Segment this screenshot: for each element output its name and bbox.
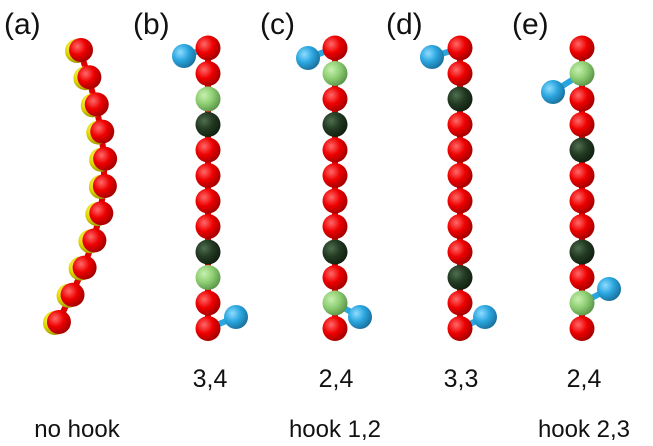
bead <box>47 310 71 334</box>
caption: hook 1,2 <box>289 416 381 443</box>
bead <box>90 120 114 144</box>
hook-bead <box>541 80 565 104</box>
bead <box>85 92 109 116</box>
hook-bead <box>348 305 372 329</box>
bead <box>323 214 348 239</box>
bead <box>448 214 473 239</box>
bead <box>570 163 595 188</box>
bead <box>570 61 595 86</box>
bead <box>448 61 473 86</box>
bead <box>73 256 97 280</box>
bead <box>448 36 473 61</box>
bead <box>448 265 473 290</box>
bead <box>196 316 221 341</box>
panel-number: 3,4 <box>193 365 228 393</box>
bead <box>323 87 348 112</box>
bead <box>570 189 595 214</box>
bead <box>196 214 221 239</box>
bead <box>69 38 93 62</box>
bead <box>448 240 473 265</box>
panel-label: (e) <box>512 8 549 41</box>
hook-bead <box>296 46 320 70</box>
caption: no hook <box>34 416 120 443</box>
bead <box>448 316 473 341</box>
bead <box>93 147 117 171</box>
bead <box>323 189 348 214</box>
bead <box>93 174 117 198</box>
panel-number: 2,4 <box>319 365 354 393</box>
bead <box>570 36 595 61</box>
bead <box>82 228 106 252</box>
bead <box>570 138 595 163</box>
bead <box>323 316 348 341</box>
bead <box>196 189 221 214</box>
hook-bead <box>172 44 196 68</box>
bead <box>570 291 595 316</box>
panel-label: (b) <box>133 8 170 41</box>
panel-label: (a) <box>4 8 41 41</box>
bead <box>448 291 473 316</box>
bead <box>323 36 348 61</box>
bead <box>196 265 221 290</box>
bead <box>448 138 473 163</box>
bead <box>448 112 473 137</box>
bead <box>323 138 348 163</box>
caption: hook 2,3 <box>538 416 630 443</box>
bead <box>196 87 221 112</box>
bead <box>448 87 473 112</box>
bead <box>570 316 595 341</box>
bead <box>570 265 595 290</box>
panel-label: (c) <box>260 8 295 41</box>
bead <box>196 240 221 265</box>
bead <box>77 65 101 89</box>
bead <box>196 61 221 86</box>
bead <box>570 87 595 112</box>
hook-bead <box>597 277 621 301</box>
hook-bead <box>224 305 248 329</box>
bead <box>196 163 221 188</box>
bead <box>323 163 348 188</box>
bead <box>61 283 85 307</box>
bead <box>196 291 221 316</box>
bead <box>323 265 348 290</box>
bead <box>196 138 221 163</box>
panel-number: 2,4 <box>567 365 602 393</box>
bead <box>323 240 348 265</box>
bead <box>196 112 221 137</box>
bead <box>323 61 348 86</box>
bead <box>323 291 348 316</box>
bead <box>448 163 473 188</box>
chains <box>43 36 621 342</box>
figure: (a) (b) (c) (d) (e) 3,4 2,4 3,3 2,4 no h… <box>0 0 653 446</box>
bead <box>323 112 348 137</box>
bead <box>570 214 595 239</box>
hook-bead <box>473 305 497 329</box>
bead <box>570 240 595 265</box>
bead <box>89 201 113 225</box>
bead <box>448 189 473 214</box>
panel-label: (d) <box>386 8 423 41</box>
hook-bead <box>420 45 444 69</box>
bead <box>570 112 595 137</box>
bead <box>196 36 221 61</box>
panel-number: 3,3 <box>444 365 479 393</box>
